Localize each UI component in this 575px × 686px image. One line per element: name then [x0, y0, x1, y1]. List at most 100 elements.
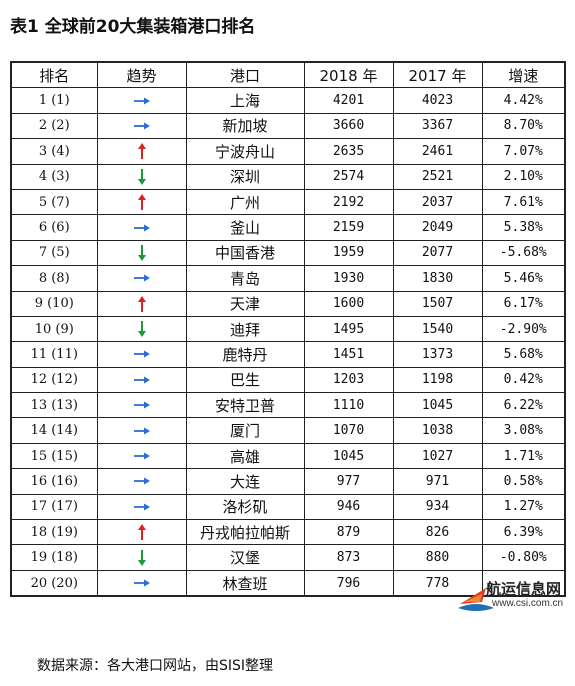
rank-cell: 16 (16)	[10, 468, 98, 495]
rank-cell: 8 (8)	[10, 265, 98, 292]
port-ranking-table: 排名 趋势 港口 2018 年 2017 年 增速 1 (1) 上海 4201 402…	[10, 61, 566, 598]
growth-rate-cell: 0.42%	[481, 366, 566, 394]
rank-cell: 14 (14)	[10, 417, 98, 444]
teu-2017-cell: 826	[392, 519, 483, 546]
trend-cell	[96, 366, 187, 394]
teu-2017-cell: 1373	[392, 341, 483, 368]
trend-cell	[96, 214, 187, 241]
port-name-cell: 上海	[185, 87, 305, 114]
table-row: 1 (1) 上海 4201 4023 4.42%	[10, 87, 566, 114]
teu-2018-cell: 1070	[303, 417, 394, 444]
arrow-right-icon	[133, 376, 150, 384]
growth-rate-cell: 6.17%	[481, 290, 566, 317]
arrow-down-icon	[137, 168, 146, 185]
growth-rate-cell: 7.61%	[481, 188, 566, 216]
teu-2017-cell: 1045	[392, 392, 483, 419]
teu-2018-cell: 2159	[303, 214, 394, 241]
trend-cell	[96, 265, 187, 292]
teu-2018-cell: 1045	[303, 442, 394, 470]
growth-rate-cell: 0.58%	[481, 468, 566, 495]
port-name-cell: 新加坡	[185, 112, 305, 140]
arrow-right-icon	[133, 97, 150, 105]
data-source-note: 数据来源：各大港口网站，由SISI整理	[37, 658, 274, 674]
column-header-2018: 2018 年	[303, 61, 394, 89]
port-name-cell: 高雄	[185, 442, 305, 470]
teu-2017-cell: 1038	[392, 417, 483, 444]
rank-cell: 3 (4)	[10, 138, 98, 165]
port-name-cell: 林查班	[185, 569, 305, 597]
table-row: 11 (11) 鹿特丹 1451 1373 5.68%	[10, 341, 566, 368]
arrow-right-icon	[133, 477, 150, 485]
table-row: 6 (6) 釜山 2159 2049 5.38%	[10, 214, 566, 241]
growth-rate-cell: 2.10%	[481, 163, 566, 190]
rank-cell: 12 (12)	[10, 366, 98, 394]
teu-2017-cell: 1830	[392, 265, 483, 292]
growth-rate-cell	[481, 569, 566, 597]
rank-cell: 10 (9)	[10, 315, 98, 343]
table-row: 16 (16) 大连 977 971 0.58%	[10, 468, 566, 495]
table-header-row: 排名 趋势 港口 2018 年 2017 年 增速	[10, 61, 566, 89]
table-row: 2 (2) 新加坡 3660 3367 8.70%	[10, 112, 566, 140]
port-name-cell: 大连	[185, 468, 305, 495]
teu-2018-cell: 1600	[303, 290, 394, 317]
port-name-cell: 厦门	[185, 417, 305, 444]
table-title: 表1 全球前20大集装箱港口排名	[10, 17, 256, 37]
arrow-down-icon	[137, 549, 146, 566]
table-row: 18 (19) 丹戎帕拉帕斯 879 826 6.39%	[10, 519, 566, 546]
rank-cell: 13 (13)	[10, 392, 98, 419]
rank-cell: 4 (3)	[10, 163, 98, 190]
port-name-cell: 天津	[185, 290, 305, 317]
trend-cell	[96, 163, 187, 190]
arrow-right-icon	[133, 579, 150, 587]
growth-rate-cell: 5.38%	[481, 214, 566, 241]
rank-cell: 6 (6)	[10, 214, 98, 241]
port-name-cell: 汉堡	[185, 544, 305, 571]
trend-cell	[96, 87, 187, 114]
teu-2018-cell: 873	[303, 544, 394, 571]
teu-2018-cell: 4201	[303, 87, 394, 114]
rank-cell: 1 (1)	[10, 87, 98, 114]
rank-cell: 17 (17)	[10, 493, 98, 521]
rank-cell: 19 (18)	[10, 544, 98, 571]
table-row: 3 (4) 宁波舟山 2635 2461 7.07%	[10, 138, 566, 165]
teu-2017-cell: 2461	[392, 138, 483, 165]
teu-2018-cell: 1495	[303, 315, 394, 343]
table-row: 19 (18) 汉堡 873 880 -0.80%	[10, 544, 566, 571]
table-row: 8 (8) 青岛 1930 1830 5.46%	[10, 265, 566, 292]
teu-2018-cell: 1451	[303, 341, 394, 368]
port-name-cell: 巴生	[185, 366, 305, 394]
arrow-right-icon	[133, 274, 150, 282]
table-row: 10 (9) 迪拜 1495 1540 -2.90%	[10, 315, 566, 343]
port-name-cell: 中国香港	[185, 239, 305, 267]
growth-rate-cell: 4.42%	[481, 87, 566, 114]
arrow-down-icon	[137, 244, 146, 261]
teu-2017-cell: 2049	[392, 214, 483, 241]
arrow-right-icon	[133, 122, 150, 130]
teu-2018-cell: 2635	[303, 138, 394, 165]
teu-2017-cell: 4023	[392, 87, 483, 114]
arrow-right-icon	[133, 427, 150, 435]
teu-2018-cell: 1203	[303, 366, 394, 394]
teu-2018-cell: 796	[303, 569, 394, 597]
arrow-up-icon	[137, 194, 146, 211]
rank-cell: 2 (2)	[10, 112, 98, 140]
port-name-cell: 釜山	[185, 214, 305, 241]
watermark-brand: 航运信息网	[486, 580, 562, 598]
growth-rate-cell: 7.07%	[481, 138, 566, 165]
teu-2017-cell: 1198	[392, 366, 483, 394]
arrow-right-icon	[133, 350, 150, 358]
trend-cell	[96, 468, 187, 495]
port-name-cell: 鹿特丹	[185, 341, 305, 368]
arrow-right-icon	[133, 224, 150, 232]
rank-cell: 11 (11)	[10, 341, 98, 368]
growth-rate-cell: -0.80%	[481, 544, 566, 571]
watermark-url: www.csi.com.cn	[492, 598, 564, 609]
growth-rate-cell: -2.90%	[481, 315, 566, 343]
port-name-cell: 广州	[185, 188, 305, 216]
port-name-cell: 宁波舟山	[185, 138, 305, 165]
teu-2017-cell: 1507	[392, 290, 483, 317]
table-row: 9 (10) 天津 1600 1507 6.17%	[10, 290, 566, 317]
teu-2018-cell: 3660	[303, 112, 394, 140]
table-row: 7 (5) 中国香港 1959 2077 -5.68%	[10, 239, 566, 267]
rank-cell: 5 (7)	[10, 188, 98, 216]
